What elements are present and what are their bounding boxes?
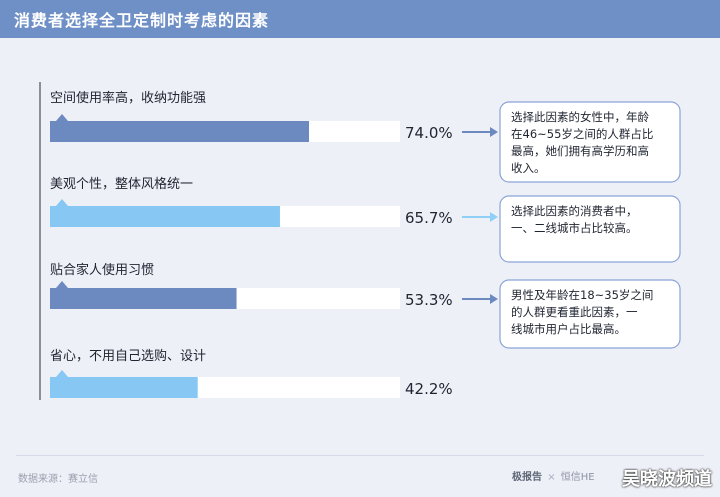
annotation-arrow-head xyxy=(490,294,498,304)
category-label: 美观个性，整体风格统一 xyxy=(50,176,193,192)
category-label: 贴合家人使用习惯 xyxy=(50,262,154,278)
category-label: 省心，不用自己选购、设计 xyxy=(50,348,206,364)
category-label: 空间使用率高，收纳功能强 xyxy=(50,90,206,106)
value-label: 53.3% xyxy=(405,291,453,309)
footer: 数据来源：赛立信 极报告 × 恒信HE xyxy=(0,455,720,497)
brand-1: 极报告 xyxy=(512,472,542,483)
annotation-text: 男性及年龄在18~35岁之间 xyxy=(511,288,653,302)
annotation-text: 在46~55岁之间的人群占比 xyxy=(511,127,653,141)
brand-separator: × xyxy=(547,472,556,483)
annotation-text: 的人群更看重此因素，一 xyxy=(511,305,638,319)
bar-pointer xyxy=(56,281,68,288)
bar xyxy=(50,288,237,309)
value-label: 42.2% xyxy=(405,380,453,398)
annotation-box xyxy=(499,101,681,183)
watermark: 吴晓波频道 xyxy=(622,469,712,490)
annotation-text: 一、二线城市占比较高。 xyxy=(511,221,638,235)
annotation-text: 收入。 xyxy=(511,161,546,175)
bar xyxy=(50,377,198,398)
bar-pointer xyxy=(56,114,68,121)
annotation-text: 选择此因素的消费者中， xyxy=(511,204,638,218)
annotation-arrow-head xyxy=(490,127,498,137)
annotation-text: 选择此因素的女性中，年龄 xyxy=(511,110,649,124)
bar xyxy=(50,121,309,142)
annotation-box xyxy=(499,279,681,349)
annotation-text: 最高，她们拥有高学历和高 xyxy=(511,144,649,158)
brand-2: 恒信HE xyxy=(560,472,595,483)
value-label: 65.7% xyxy=(405,209,453,227)
bar xyxy=(50,206,280,227)
title-bar: 消费者选择全卫定制时考虑的因素 xyxy=(0,0,720,38)
bar-pointer xyxy=(56,199,68,206)
footer-divider xyxy=(16,455,704,456)
data-source: 数据来源：赛立信 xyxy=(18,474,98,485)
value-label: 74.0% xyxy=(405,124,453,142)
annotation-arrow-head xyxy=(490,212,498,222)
chart-title: 消费者选择全卫定制时考虑的因素 xyxy=(14,11,270,30)
annotation-box xyxy=(499,195,681,263)
bar-pointer xyxy=(56,370,68,377)
brand-logos: 极报告 × 恒信HE xyxy=(512,468,595,483)
annotation-text: 线城市用户占比最高。 xyxy=(511,322,626,336)
